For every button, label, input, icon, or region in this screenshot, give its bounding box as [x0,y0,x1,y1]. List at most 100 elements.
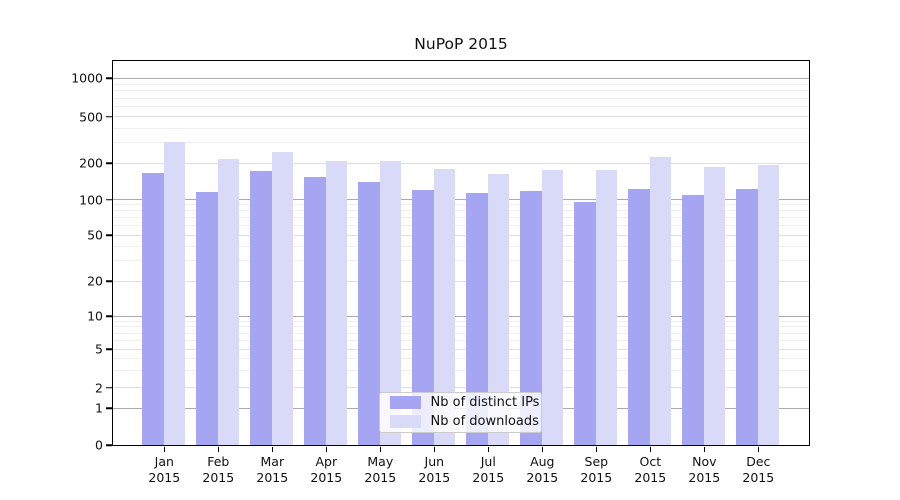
bar-nb-of-downloads-nov [703,167,726,445]
bar-nb-of-downloads-jan [163,142,186,445]
bar-nb-of-distinct-ips-jan [142,172,164,445]
x-tick-month: Feb [207,454,230,469]
x-tick-month: Mar [260,454,285,469]
bar-nb-of-downloads-feb [217,158,240,445]
bar-nb-of-downloads-mar [271,151,294,445]
x-tick-mark-dec [757,446,760,452]
x-tick-mark-oct [649,446,652,452]
y-tick-mark-500 [105,115,112,118]
x-tick-month: Apr [315,454,338,469]
gridline-10 [112,315,809,317]
gridline-minor-30 [112,260,809,262]
x-tick-mark-nov [703,446,706,452]
gridline-minor-60 [112,225,809,227]
gridline-minor-80 [112,210,809,212]
y-tick-mark-1 [105,407,112,410]
y-tick-label-1000: 1000 [71,70,103,86]
legend-swatch-downloads [389,415,421,428]
gridline-minor-6 [112,340,809,342]
y-tick-mark-2 [105,386,112,389]
x-tick-mark-jun [433,446,436,452]
x-tick-year: 2015 [148,470,181,485]
x-tick-month: Oct [639,454,662,469]
x-tick-label-apr: Apr 2015 [296,454,356,486]
bar-nb-of-distinct-ips-aug [520,190,542,445]
gridline-200 [112,162,809,164]
x-tick-label-sep: Sep 2015 [566,454,626,486]
x-tick-month: Jan [154,454,174,469]
x-tick-year: 2015 [364,470,397,485]
gridline-minor-3 [112,370,809,372]
gridline-minor-4 [112,358,809,360]
y-tick-mark-50 [105,234,112,236]
x-tick-mark-jan [163,446,166,452]
x-tick-month: Jul [480,454,496,469]
bar-nb-of-distinct-ips-sep [574,202,596,445]
y-tick-label-500: 500 [79,109,103,125]
bar-nb-of-distinct-ips-jun [412,190,434,445]
legend: Nb of distinct IPs Nb of downloads [378,391,542,433]
y-tick-label-10: 10 [87,308,103,324]
x-tick-label-mar: Mar 2015 [242,454,302,486]
x-tick-label-jul: Jul 2015 [458,454,518,486]
y-tick-label-200: 200 [79,155,103,171]
gridline-1000 [112,77,809,79]
legend-label-distinct-ips: Nb of distinct IPs [430,395,540,410]
legend-label-downloads: Nb of downloads [430,414,539,429]
gridline-5 [112,348,809,350]
x-tick-month: Jun [424,454,445,469]
legend-item-downloads: Nb of downloads [386,414,539,429]
x-tick-mark-feb [217,446,220,452]
gridline-minor-600 [112,106,809,108]
chart-title: NuPoP 2015 [414,35,508,53]
x-tick-label-jan: Jan 2015 [134,454,194,486]
legend-item-distinct-ips: Nb of distinct IPs [386,395,539,410]
gridline-minor-400 [112,127,809,129]
x-tick-month: Sep [584,454,609,469]
y-tick-mark-1000 [105,77,112,80]
x-tick-label-dec: Dec 2015 [728,454,788,486]
y-tick-label-5: 5 [95,341,103,357]
bar-nb-of-downloads-sep [595,170,618,445]
x-tick-year: 2015 [634,470,667,485]
gridline-minor-800 [112,90,809,92]
x-tick-label-jun: Jun 2015 [404,454,464,486]
bar-nb-of-downloads-jul [487,174,510,445]
x-tick-mark-sep [595,446,598,452]
y-tick-mark-100 [105,198,112,201]
x-tick-month: Aug [530,454,555,469]
bar-nb-of-downloads-apr [325,160,348,445]
y-tick-label-2: 2 [95,380,103,396]
gridline-minor-40 [112,245,809,247]
bar-nb-of-distinct-ips-dec [736,189,758,445]
x-tick-month: Dec [746,454,771,469]
x-tick-year: 2015 [580,470,613,485]
y-tick-mark-10 [105,315,112,317]
gridline-minor-300 [112,142,809,144]
gridline-minor-8 [112,326,809,328]
y-tick-mark-20 [105,280,112,282]
gridline-100 [112,199,809,200]
gridline-20 [112,280,809,282]
bar-nb-of-distinct-ips-mar [250,171,272,445]
gridline-500 [112,116,809,118]
x-tick-year: 2015 [310,470,343,485]
bar-nb-of-distinct-ips-jul [466,192,488,445]
bar-nb-of-distinct-ips-feb [196,191,218,445]
x-tick-label-may: May 2015 [350,454,410,486]
gridline-50 [112,234,809,236]
x-tick-mark-mar [271,446,274,452]
x-tick-year: 2015 [256,470,289,485]
bar-nb-of-distinct-ips-apr [304,177,326,445]
bar-nb-of-distinct-ips-may [358,181,380,445]
plot-area: Nb of distinct IPs Nb of downloads [111,59,810,446]
x-tick-label-aug: Aug 2015 [512,454,572,486]
bar-nb-of-downloads-may [379,160,402,445]
gridline-2 [112,387,809,389]
gridline-minor-70 [112,217,809,219]
bar-nb-of-downloads-oct [649,156,672,445]
x-tick-month: May [367,454,394,469]
y-tick-label-0: 0 [95,437,103,453]
x-tick-mark-aug [541,446,544,452]
gridline-minor-900 [112,83,809,85]
